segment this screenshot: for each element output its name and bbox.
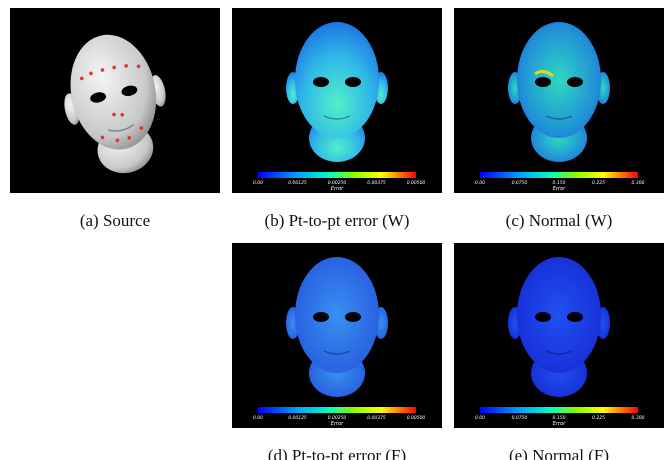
colorbar xyxy=(480,172,638,178)
colorbar-label: Error xyxy=(553,186,566,192)
eye xyxy=(535,77,551,87)
colorbar-tick-label: 0.225 xyxy=(592,180,605,186)
eye xyxy=(535,312,551,322)
figure: (a) Source0.000.001250.002500.003750.005… xyxy=(0,0,672,460)
colorbar-tick-label: 0.00 xyxy=(253,415,263,421)
head xyxy=(517,257,601,373)
eye xyxy=(567,312,583,322)
eye xyxy=(345,77,361,87)
head xyxy=(517,22,601,138)
colorbar-tick-label: 0.0750 xyxy=(512,415,528,421)
eye xyxy=(313,312,329,322)
colorbar-label: Error xyxy=(331,186,344,192)
head xyxy=(295,22,379,138)
colorbar-tick-label: 0.00125 xyxy=(288,180,307,186)
colorbar-label: Error xyxy=(553,421,566,427)
colorbar-tick-label: 0.00375 xyxy=(367,415,386,421)
caption: (e) Normal (F) xyxy=(439,446,672,460)
colorbar-tick-label: 0.300 xyxy=(632,415,645,421)
eye xyxy=(345,312,361,322)
colorbar-tick-label: 0.0750 xyxy=(512,180,528,186)
colorbar xyxy=(258,172,416,178)
colorbar-tick-label: 0.00500 xyxy=(407,415,426,421)
colorbar-tick-label: 0.00 xyxy=(475,180,485,186)
colorbar-label: Error xyxy=(331,421,344,427)
colorbar xyxy=(480,407,638,413)
eye xyxy=(313,77,329,87)
colorbar-tick-label: 0.00 xyxy=(475,415,485,421)
eye xyxy=(567,77,583,87)
caption: (a) Source xyxy=(0,211,235,231)
colorbar-tick-label: 0.00125 xyxy=(288,415,307,421)
panel-image xyxy=(10,8,220,193)
colorbar-tick-label: 0.00 xyxy=(253,180,263,186)
caption: (c) Normal (W) xyxy=(439,211,672,231)
colorbar xyxy=(258,407,416,413)
caption: (d) Pt-to-pt error (F) xyxy=(217,446,457,460)
colorbar-tick-label: 0.00375 xyxy=(367,180,386,186)
colorbar-tick-label: 0.300 xyxy=(632,180,645,186)
caption: (b) Pt-to-pt error (W) xyxy=(217,211,457,231)
colorbar-tick-label: 0.225 xyxy=(592,415,605,421)
colorbar-tick-label: 0.00500 xyxy=(407,180,426,186)
head xyxy=(295,257,379,373)
